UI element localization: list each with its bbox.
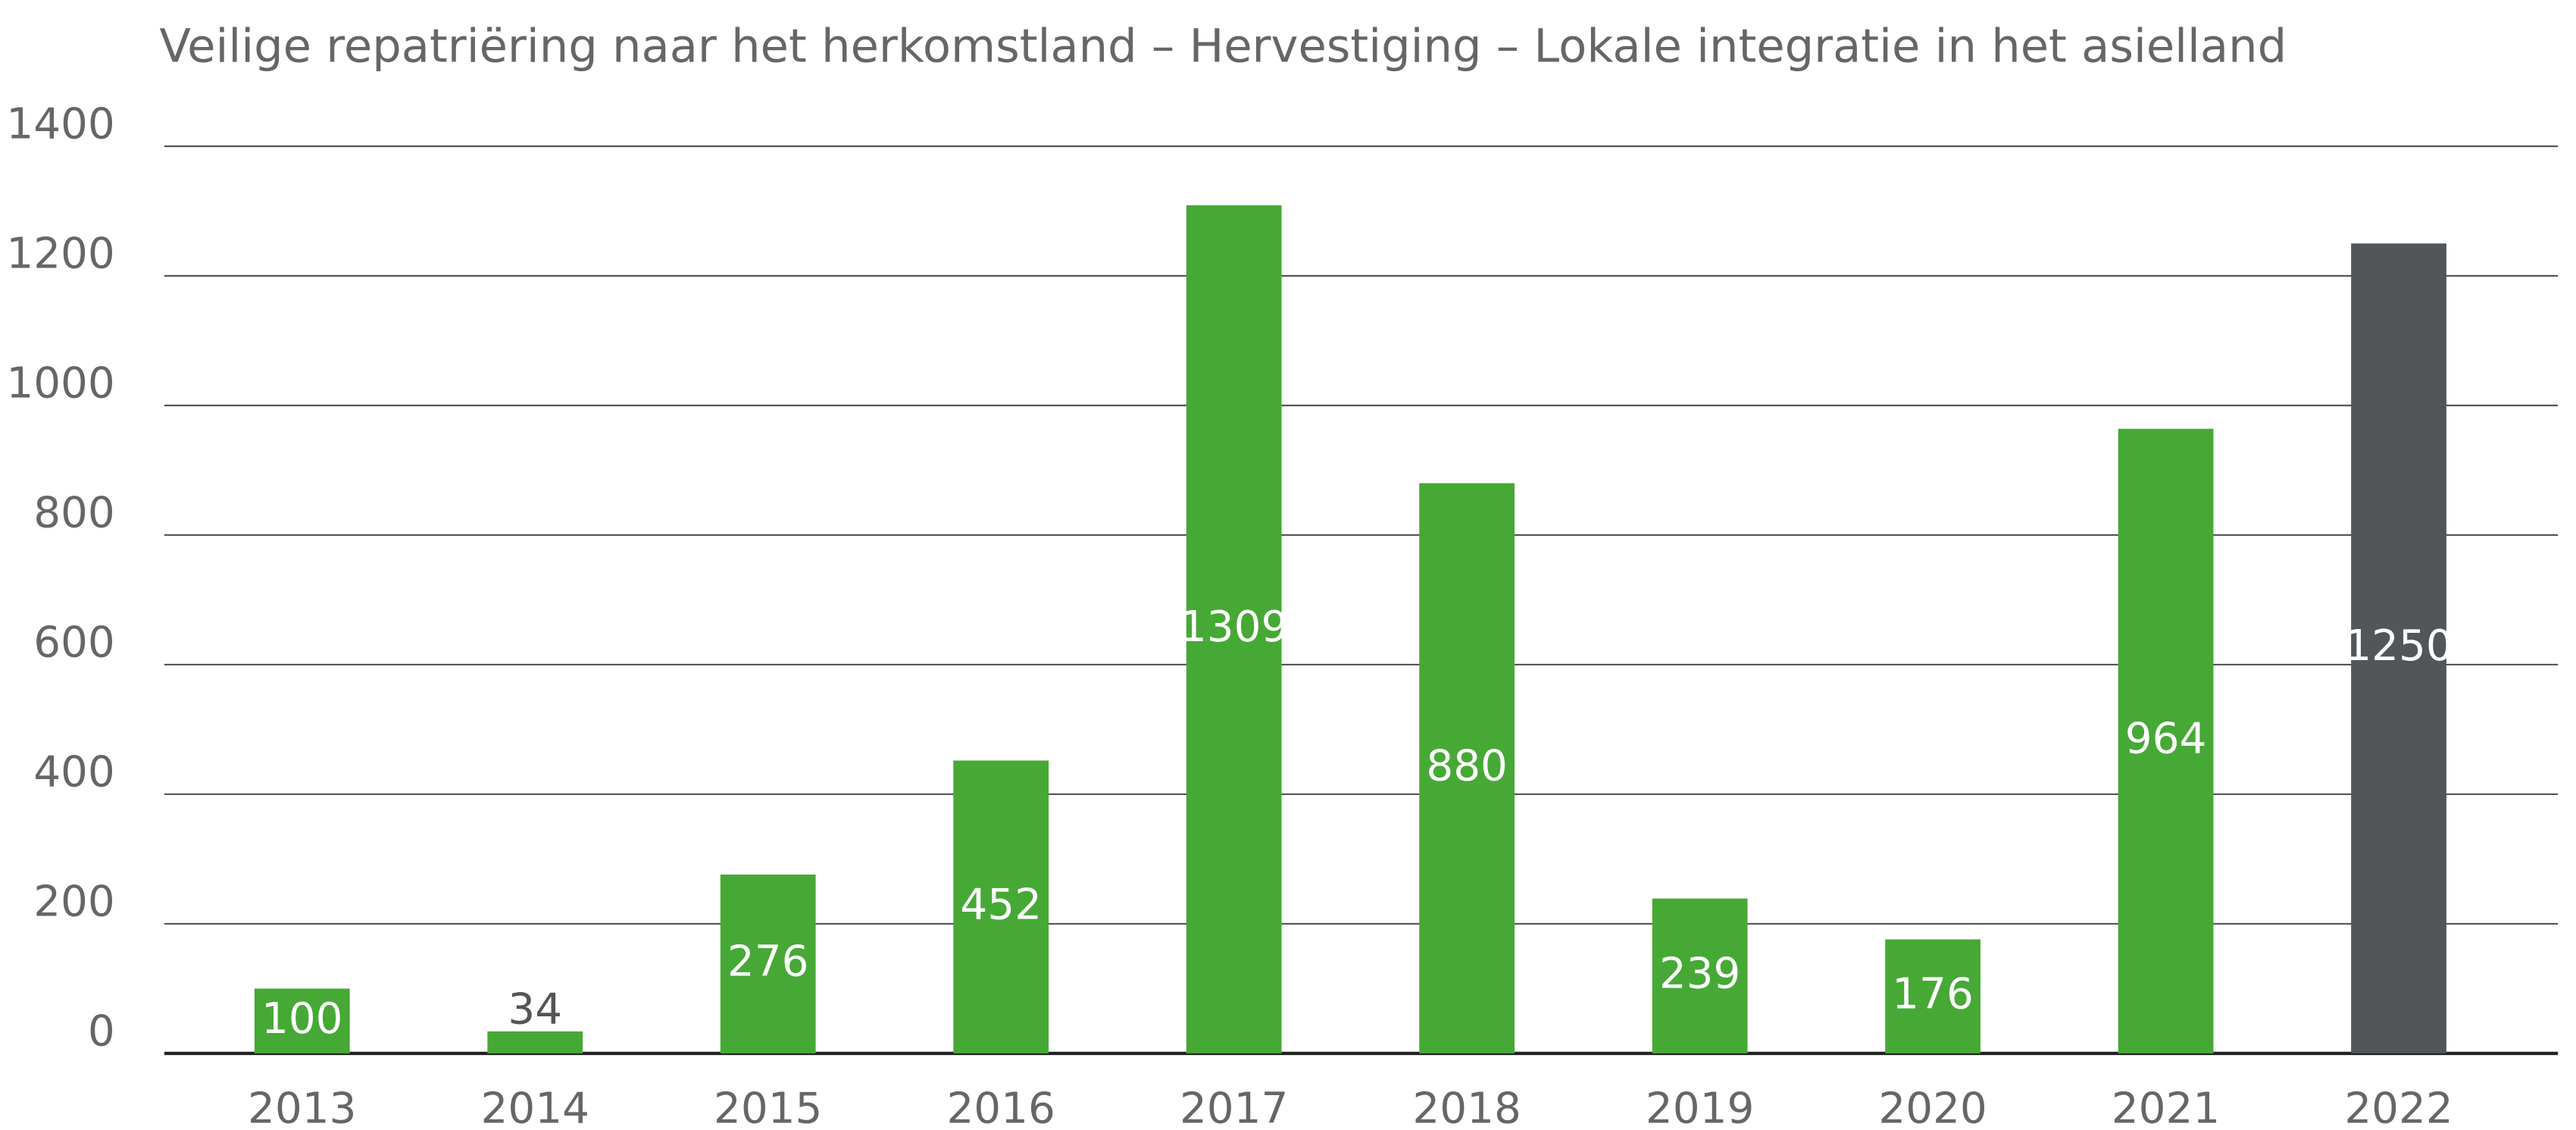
x-tick-label: 2019 — [1646, 1084, 1754, 1130]
data-label: 276 — [727, 937, 809, 987]
bar — [1885, 939, 1980, 1053]
bar — [720, 874, 816, 1053]
data-label: 452 — [960, 880, 1042, 929]
x-tick-label: 2020 — [1878, 1084, 1987, 1130]
bar — [1419, 483, 1515, 1053]
x-tick-label: 2017 — [1180, 1084, 1288, 1130]
bar — [1652, 898, 1748, 1053]
bar — [254, 988, 350, 1053]
y-tick-label: 1000 — [6, 359, 114, 408]
bar — [953, 760, 1049, 1053]
y-tick-label: 600 — [33, 618, 115, 668]
data-label: 34 — [508, 984, 562, 1034]
x-tick-label: 2018 — [1412, 1084, 1521, 1130]
y-tick-label: 0 — [88, 1007, 115, 1056]
bar — [1186, 205, 1282, 1053]
y-tick-label: 1400 — [6, 100, 114, 149]
data-label: 880 — [1426, 741, 1508, 790]
x-tick-label: 2014 — [481, 1084, 589, 1130]
data-label: 239 — [1659, 949, 1741, 998]
data-label: 100 — [261, 994, 343, 1044]
y-tick-label: 1200 — [6, 230, 114, 279]
y-tick-label: 200 — [33, 878, 115, 927]
data-label: 1250 — [2344, 621, 2453, 671]
x-tick-label: 2021 — [2112, 1084, 2220, 1130]
chart-title: Veilige repatriëring naar het herkomstla… — [159, 20, 2287, 74]
bar — [487, 1031, 583, 1053]
y-tick-label: 400 — [33, 748, 115, 797]
x-tick-label: 2013 — [248, 1084, 356, 1130]
data-label: 1309 — [1180, 603, 1288, 652]
x-tick-label: 2022 — [2344, 1084, 2453, 1130]
bar — [2118, 428, 2214, 1053]
y-tick-label: 800 — [33, 489, 115, 538]
x-tick-label: 2016 — [946, 1084, 1055, 1130]
x-tick-label: 2015 — [714, 1084, 822, 1130]
data-label: 176 — [1892, 969, 1974, 1019]
bar — [2351, 243, 2446, 1053]
data-label: 964 — [2125, 714, 2207, 763]
